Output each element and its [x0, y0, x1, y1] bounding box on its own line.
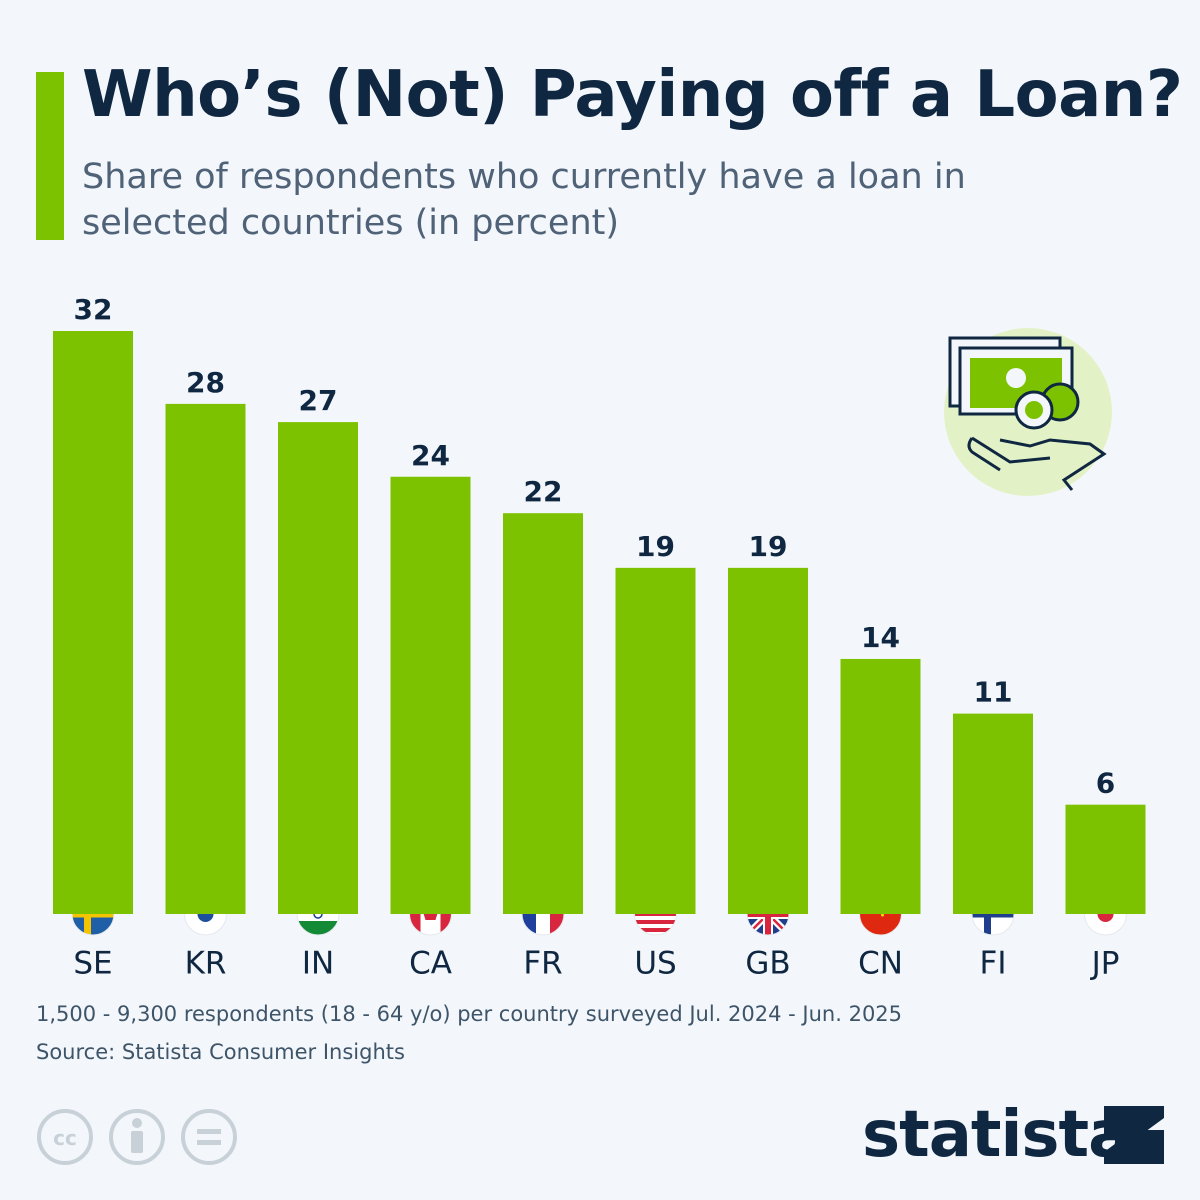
x-tick-label: FR — [523, 946, 562, 982]
x-tick-label: KR — [185, 946, 227, 982]
bar — [728, 567, 808, 914]
money-icon — [944, 328, 1112, 496]
x-tick-label: US — [634, 946, 676, 982]
chart-title: Who’s (Not) Paying off a Loan? — [82, 58, 1183, 132]
chart: 32 SE 28 KR 27 IN 24 CA 22 FR 19 US 19 GB 14 CN 11 FI 6 JP — [53, 293, 1146, 982]
svg-text:cc: cc — [53, 1126, 77, 1150]
bar — [615, 567, 696, 914]
value-label: 22 — [524, 475, 563, 508]
x-tick-label: SE — [73, 946, 112, 982]
note: 1,500 - 9,300 respondents (18 - 64 y/o) … — [36, 1002, 903, 1026]
value-label: 19 — [636, 530, 675, 563]
bar — [53, 331, 133, 914]
bar — [840, 658, 921, 914]
license-icons: cc — [37, 1109, 237, 1165]
bar — [1065, 804, 1146, 914]
bar — [390, 476, 471, 914]
x-tick-label: IN — [302, 946, 334, 982]
value-label: 14 — [861, 621, 900, 654]
x-tick-label: FI — [980, 946, 1007, 982]
value-label: 32 — [74, 293, 113, 326]
x-tick-label: CN — [858, 946, 903, 982]
brand: statista — [862, 1098, 1131, 1172]
x-tick-label: JP — [1090, 946, 1120, 982]
value-label: 11 — [974, 676, 1013, 709]
x-tick-label: GB — [745, 946, 790, 982]
brand-logo — [1104, 1106, 1164, 1164]
bar — [503, 513, 583, 914]
value-label: 24 — [411, 439, 450, 472]
x-tick-label: CA — [409, 946, 452, 982]
bar — [953, 713, 1033, 914]
bar — [165, 403, 246, 914]
accent-bar — [36, 72, 64, 240]
value-label: 6 — [1096, 767, 1115, 800]
chart-subtitle: Share of respondents who currently have … — [82, 157, 966, 243]
value-label: 27 — [299, 384, 338, 417]
value-label: 28 — [186, 366, 225, 399]
value-label: 19 — [749, 530, 788, 563]
source: Source: Statista Consumer Insights — [36, 1040, 405, 1064]
bar — [278, 422, 358, 914]
